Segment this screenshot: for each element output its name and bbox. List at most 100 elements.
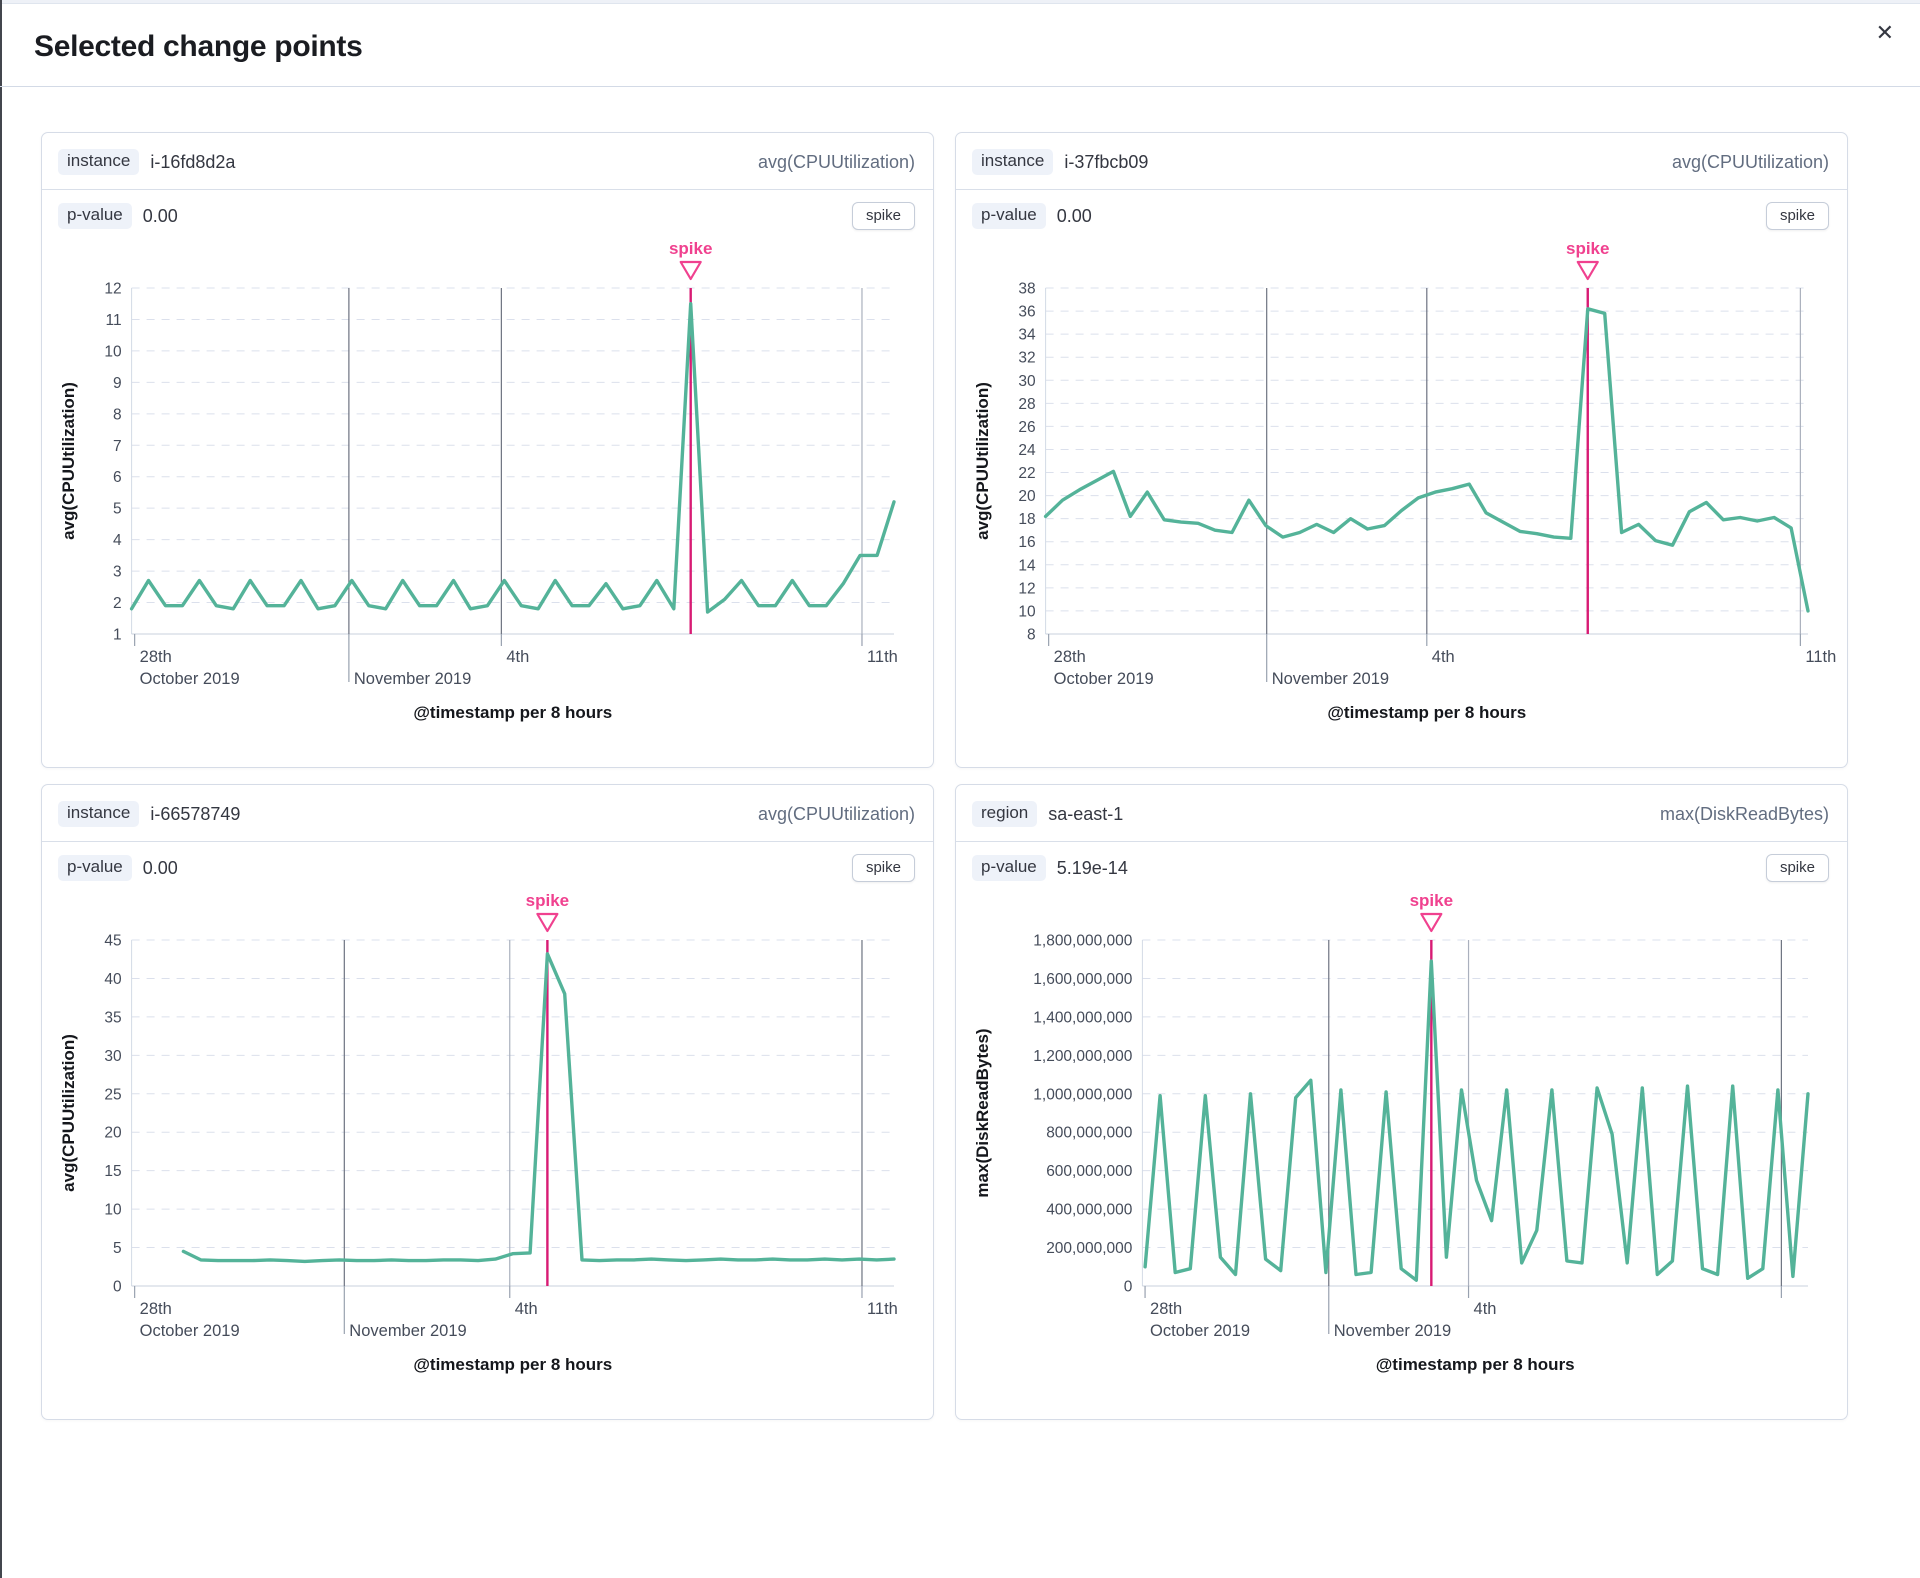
field-value: sa-east-1 [1048,803,1124,824]
y-tick-label: 1,800,000,000 [1033,933,1133,950]
series-line [1043,307,1810,613]
panel-subheader: p-value 0.00 spike [42,842,933,890]
y-axis-title: avg(CPUUtilization) [59,1034,78,1192]
spike-annotation-label: spike [668,239,711,258]
x-tick-label: 4th [514,1300,537,1318]
spike-annotation-label: spike [525,891,568,910]
y-tick-label: 1 [112,627,121,644]
y-tick-label: 1,200,000,000 [1033,1048,1133,1065]
chart-panel-1: instance i-16fd8d2a avg(CPUUtilization) … [41,132,934,768]
field-key-badge: instance [58,149,140,175]
panel-subheader: p-value 0.00 spike [42,190,933,238]
y-tick-label: 25 [104,1086,121,1103]
flyout-top-edge [0,0,1920,4]
x-tick-label: 4th [1473,1300,1496,1318]
p-value: 0.00 [1056,205,1092,226]
field-value: i-66578749 [150,803,241,824]
series-line [129,301,896,614]
y-tick-label: 16 [1018,534,1035,551]
spike-marker-icon [679,260,702,281]
x-tick-label: October 2019 [1053,670,1153,688]
y-axis-title: avg(CPUUtilization) [59,382,78,540]
y-tick-label: 30 [1018,373,1036,390]
y-tick-label: 12 [1018,580,1035,597]
metric-label: max(DiskReadBytes) [1659,803,1829,824]
x-tick-label: 28th [1053,648,1085,666]
y-tick-label: 7 [112,438,121,455]
y-tick-label: 34 [1018,327,1036,344]
p-value: 0.00 [142,857,178,878]
spike-marker-icon [535,912,558,933]
field-key-badge: instance [58,801,140,827]
y-tick-label: 40 [104,971,122,988]
y-tick-label: 2 [112,595,121,612]
change-point-panels: instance i-16fd8d2a avg(CPUUtilization) … [0,87,1920,1460]
y-tick-label: 28 [1018,396,1035,413]
y-tick-label: 5 [112,1240,121,1257]
y-tick-label: 12 [104,281,121,298]
y-tick-label: 35 [104,1009,121,1026]
x-axis-title: @timestamp per 8 hours [1327,703,1526,722]
y-tick-label: 20 [104,1125,122,1142]
y-tick-label: 8 [112,406,121,423]
spike-marker-icon [1419,912,1442,933]
y-tick-label: 9 [112,375,121,392]
y-tick-label: 1,400,000,000 [1033,1009,1133,1026]
series-line [1142,959,1810,1282]
chart-panel-3: instance i-66578749 avg(CPUUtilization) … [41,784,934,1420]
close-icon[interactable]: ✕ [1872,18,1898,48]
panel-header: instance i-16fd8d2a avg(CPUUtilization) [42,133,933,190]
y-tick-label: 36 [1018,304,1035,321]
line-chart: 0 200,000,000 400,000,000 600,000,000 800,00… [973,891,1810,1374]
field-key-badge: region [972,801,1038,827]
x-tick-label: November 2019 [1333,1322,1450,1340]
metric-label: avg(CPUUtilization) [757,803,915,824]
y-axis-title: avg(CPUUtilization) [973,382,992,540]
x-tick-label: 11th [866,1300,897,1318]
p-value-badge: p-value [972,855,1046,881]
spike-type-button[interactable]: spike [1765,854,1829,882]
x-tick-label: November 2019 [349,1322,466,1340]
y-tick-label: 800,000,000 [1046,1125,1133,1142]
modal-header: Selected change points ✕ [0,0,1920,87]
y-tick-label: 32 [1018,350,1035,367]
metric-label: avg(CPUUtilization) [1671,151,1829,172]
y-tick-label: 14 [1018,557,1036,574]
y-tick-label: 1,600,000,000 [1033,971,1133,988]
spike-type-button[interactable]: spike [851,202,915,230]
y-tick-label: 26 [1018,419,1035,436]
spike-type-button[interactable]: spike [1765,202,1829,230]
y-tick-label: 18 [1018,511,1035,528]
x-tick-label: 11th [1805,648,1836,666]
chart-area: 8 10 12 14 16 18 20 22 24 26 28 30 32 34 36 38 28th Octob… [956,238,1847,738]
y-tick-label: 0 [112,1279,121,1296]
x-axis-title: @timestamp per 8 hours [413,703,612,722]
y-tick-label: 200,000,000 [1046,1240,1133,1257]
line-chart: 8 10 12 14 16 18 20 22 24 26 28 30 32 34 36 38 28th Octob… [973,239,1836,722]
p-value: 0.00 [142,205,178,226]
y-tick-label: 3 [112,564,121,581]
p-value-badge: p-value [58,203,132,229]
y-tick-label: 30 [104,1048,122,1065]
y-tick-label: 600,000,000 [1046,1163,1133,1180]
spike-marker-icon [1576,260,1599,281]
y-tick-label: 4 [112,532,121,549]
chart-area: 0 5 10 15 20 25 30 35 40 45 28th October 2019 Novemb… [42,890,933,1390]
y-tick-label: 11 [105,312,121,329]
chart-panel-2: instance i-37fbcb09 avg(CPUUtilization) … [955,132,1848,768]
field-value: i-37fbcb09 [1064,151,1149,172]
y-tick-label: 22 [1018,465,1035,482]
spike-type-button[interactable]: spike [851,854,915,882]
y-tick-label: 20 [1018,488,1036,505]
y-tick-label: 10 [104,1202,122,1219]
panel-header: region sa-east-1 max(DiskReadBytes) [956,785,1847,842]
spike-annotation-label: spike [1566,239,1609,258]
x-tick-label: 28th [139,1300,171,1318]
y-tick-label: 5 [112,501,121,518]
y-tick-label: 0 [1123,1279,1132,1296]
panel-subheader: p-value 0.00 spike [956,190,1847,238]
spike-annotation-label: spike [1409,891,1452,910]
p-value-badge: p-value [972,203,1046,229]
x-tick-label: 11th [866,648,897,666]
